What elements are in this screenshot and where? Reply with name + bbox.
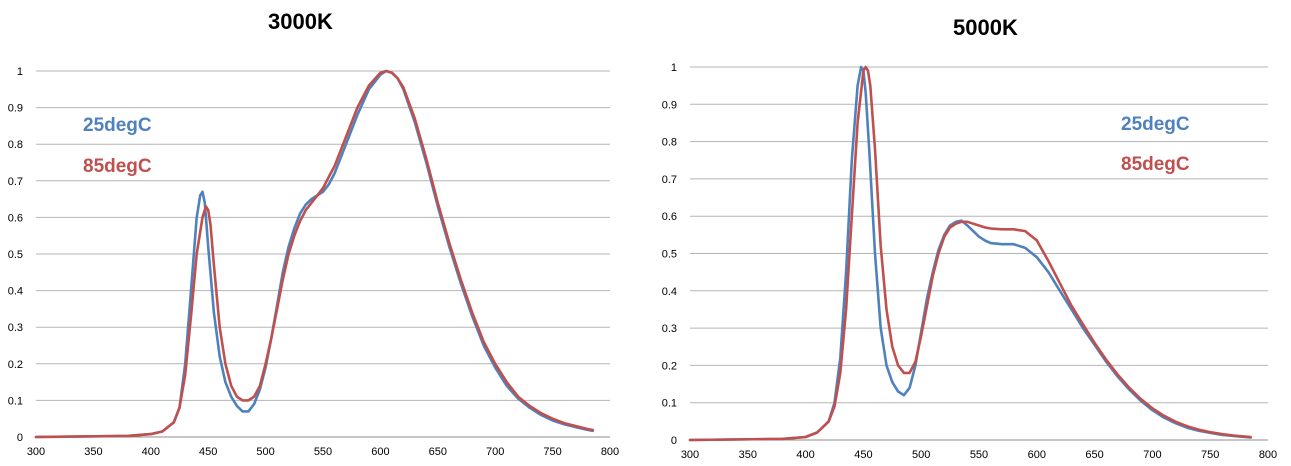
y-tick-label: 0.9 [662, 99, 677, 111]
chart-title-5000k: 5000K [953, 15, 1018, 40]
x-tick-label: 650 [1085, 449, 1103, 461]
y-tick-label: 1 [671, 62, 677, 74]
x-tick-label: 700 [1143, 449, 1161, 461]
x-tick-label: 750 [543, 446, 561, 458]
y-tick-label: 0.5 [662, 249, 677, 261]
y-tick-label: 0.3 [8, 322, 23, 334]
y-tick-label: 0.6 [662, 211, 677, 223]
x-tick-label: 750 [1201, 449, 1219, 461]
x-tick-label: 300 [681, 449, 699, 461]
x-tick-label: 550 [314, 446, 332, 458]
series-line-25degc [688, 65, 1252, 442]
series-line-85degc [688, 65, 1252, 442]
legend-label-85degc: 85degC [1121, 154, 1190, 175]
x-tick-label: 400 [796, 449, 814, 461]
y-tick-label: 0.6 [8, 212, 23, 224]
y-tick-label: 0.1 [662, 398, 677, 410]
series-line-85degc [34, 69, 595, 439]
chart-3000k: 0 0.1 0.2 0.3 0.4 0.5 0.6 0.7 0.8 0.9 1 300 350 400 45… [8, 66, 619, 458]
y-tick-label: 1 [17, 66, 23, 78]
x-tick-label: 650 [429, 446, 447, 458]
y-tick-label: 0 [671, 435, 677, 447]
x-tick-label: 800 [601, 446, 619, 458]
y-tick-label: 0.8 [8, 139, 23, 151]
legend-label-25degc: 25degC [83, 115, 152, 136]
y-tick-label: 0.9 [8, 103, 23, 115]
y-tick-label: 0.1 [8, 395, 23, 407]
x-tick-label: 600 [1028, 449, 1046, 461]
y-tick-label: 0.4 [8, 286, 23, 298]
y-tick-label: 0.7 [662, 174, 677, 186]
y-tick-label: 0.5 [8, 249, 23, 261]
x-tick-label: 700 [486, 446, 504, 458]
y-tick-label: 0.7 [8, 176, 23, 188]
series-line-25degc [34, 69, 595, 439]
x-tick-label: 300 [27, 446, 45, 458]
x-tick-label: 500 [912, 449, 930, 461]
chart-title-3000k: 3000K [268, 9, 333, 34]
x-tick-label: 800 [1259, 449, 1277, 461]
y-tick-label: 0 [17, 432, 23, 444]
chart-5000k: 0 0.1 0.2 0.3 0.4 0.5 0.6 0.7 0.8 0.9 1 300 350 400 45… [662, 62, 1277, 461]
y-tick-label: 0.2 [662, 360, 677, 372]
x-tick-label: 350 [739, 449, 757, 461]
y-tick-label: 0.2 [8, 359, 23, 371]
x-tick-label: 450 [199, 446, 217, 458]
x-tick-label: 500 [256, 446, 274, 458]
x-tick-label: 600 [371, 446, 389, 458]
x-tick-label: 450 [854, 449, 872, 461]
x-tick-label: 350 [84, 446, 102, 458]
x-tick-label: 400 [142, 446, 160, 458]
x-tick-label: 550 [970, 449, 988, 461]
y-tick-label: 0.4 [662, 286, 677, 298]
y-tick-label: 0.8 [662, 137, 677, 149]
y-tick-label: 0.3 [662, 323, 677, 335]
legend-label-25degc: 25degC [1121, 114, 1190, 135]
legend-label-85degc: 85degC [83, 156, 152, 177]
